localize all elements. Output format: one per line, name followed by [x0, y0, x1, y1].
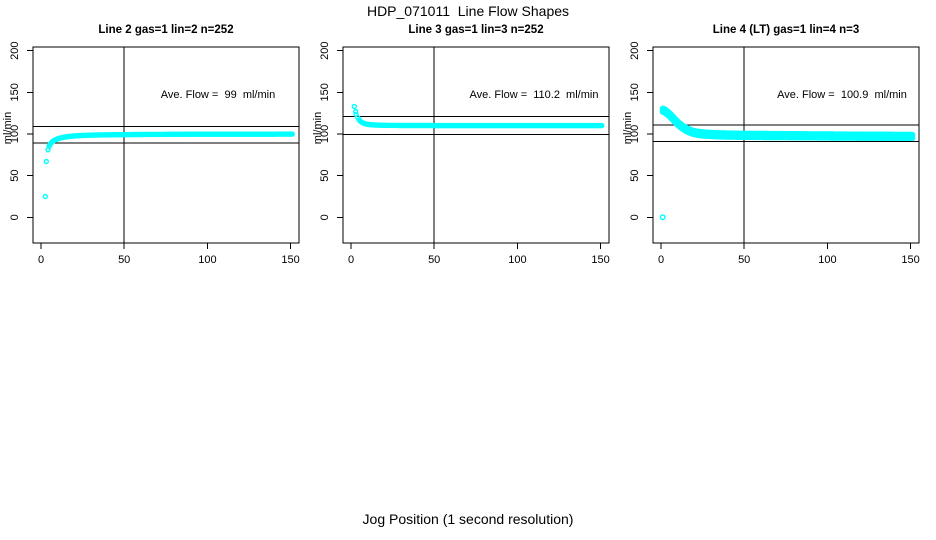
panel-points: [42, 131, 295, 200]
x-axis-label: Jog Position (1 second resolution): [362, 511, 574, 527]
y-axis-label: ml/min: [2, 112, 14, 144]
ave-flow-annotation: Ave. Flow = 100.9 ml/min: [777, 89, 907, 101]
data-point: [42, 193, 48, 200]
y-axis-label: ml/min: [622, 112, 634, 144]
data-point: [659, 214, 666, 221]
panel-points: [659, 105, 916, 221]
ave-flow-annotation: Ave. Flow = 110.2 ml/min: [470, 89, 599, 101]
panel-axes: 0 50 100 150 200 0 50 100 150 ml/min: [622, 41, 920, 266]
x-tick-label: 100: [508, 254, 526, 266]
data-point: [599, 122, 605, 129]
panel-title: Line 3 gas=1 lin=3 n=252: [408, 24, 543, 36]
panel-axes: 0 50 100 150 200 0 50 100 150 ml/min: [312, 41, 610, 266]
x-tick-label: 100: [818, 254, 836, 266]
x-tick-label: 50: [738, 254, 750, 266]
y-tick-label: 150: [629, 83, 641, 101]
panel-title: Line 2 gas=1 lin=2 n=252: [98, 24, 233, 36]
y-tick-label: 50: [629, 170, 641, 182]
x-tick-label: 100: [198, 254, 216, 266]
y-tick-label: 50: [319, 170, 331, 182]
y-tick-label: 50: [9, 170, 21, 182]
panel-title: Line 4 (LT) gas=1 lin=4 n=3: [713, 24, 859, 36]
plot-box: [652, 46, 920, 244]
x-tick-label: 0: [38, 254, 44, 266]
y-tick-label: 0: [9, 214, 21, 220]
page-title: HDP_071011 Line Flow Shapes: [366, 3, 570, 19]
y-tick-label: 100: [319, 125, 331, 143]
data-point: [351, 103, 357, 110]
y-tick-label: 150: [9, 83, 21, 101]
x-tick-label: 50: [118, 254, 130, 266]
x-tick-label: 0: [658, 254, 664, 266]
y-tick-label: 200: [9, 41, 21, 59]
x-tick-label: 0: [348, 254, 354, 266]
flow-panel-line2: 0 50 100 150 200 0 50 100 150 ml/min Line 2 gas=1…: [2, 24, 300, 266]
flow-panel-line4: 0 50 100 150 200 0 50 100 150 ml/min Line 4 (LT) …: [622, 24, 920, 266]
data-point: [43, 158, 49, 165]
y-tick-label: 0: [319, 214, 331, 220]
panel-axes: 0 50 100 150 200 0 50 100 150 ml/min: [2, 41, 300, 266]
data-point: [289, 131, 295, 137]
y-tick-label: 100: [9, 125, 21, 143]
x-tick-label: 150: [591, 254, 609, 266]
ave-flow-annotation: Ave. Flow = 99 ml/min: [161, 89, 275, 101]
y-tick-label: 200: [319, 41, 331, 59]
plot-box: [342, 46, 610, 244]
x-tick-label: 50: [428, 254, 440, 266]
y-tick-label: 100: [629, 125, 641, 143]
y-tick-label: 0: [629, 214, 641, 220]
y-tick-label: 150: [319, 83, 331, 101]
y-axis-label: ml/min: [312, 112, 324, 144]
plot-box: [32, 46, 300, 244]
x-tick-label: 150: [901, 254, 919, 266]
x-tick-label: 150: [281, 254, 299, 266]
panel-points: [351, 103, 605, 129]
data-point: [353, 108, 359, 115]
flow-panel-line3: 0 50 100 150 200 0 50 100 150 ml/min Line 3 gas=1…: [312, 24, 610, 266]
y-tick-label: 200: [629, 41, 641, 59]
data-point: [909, 131, 916, 138]
